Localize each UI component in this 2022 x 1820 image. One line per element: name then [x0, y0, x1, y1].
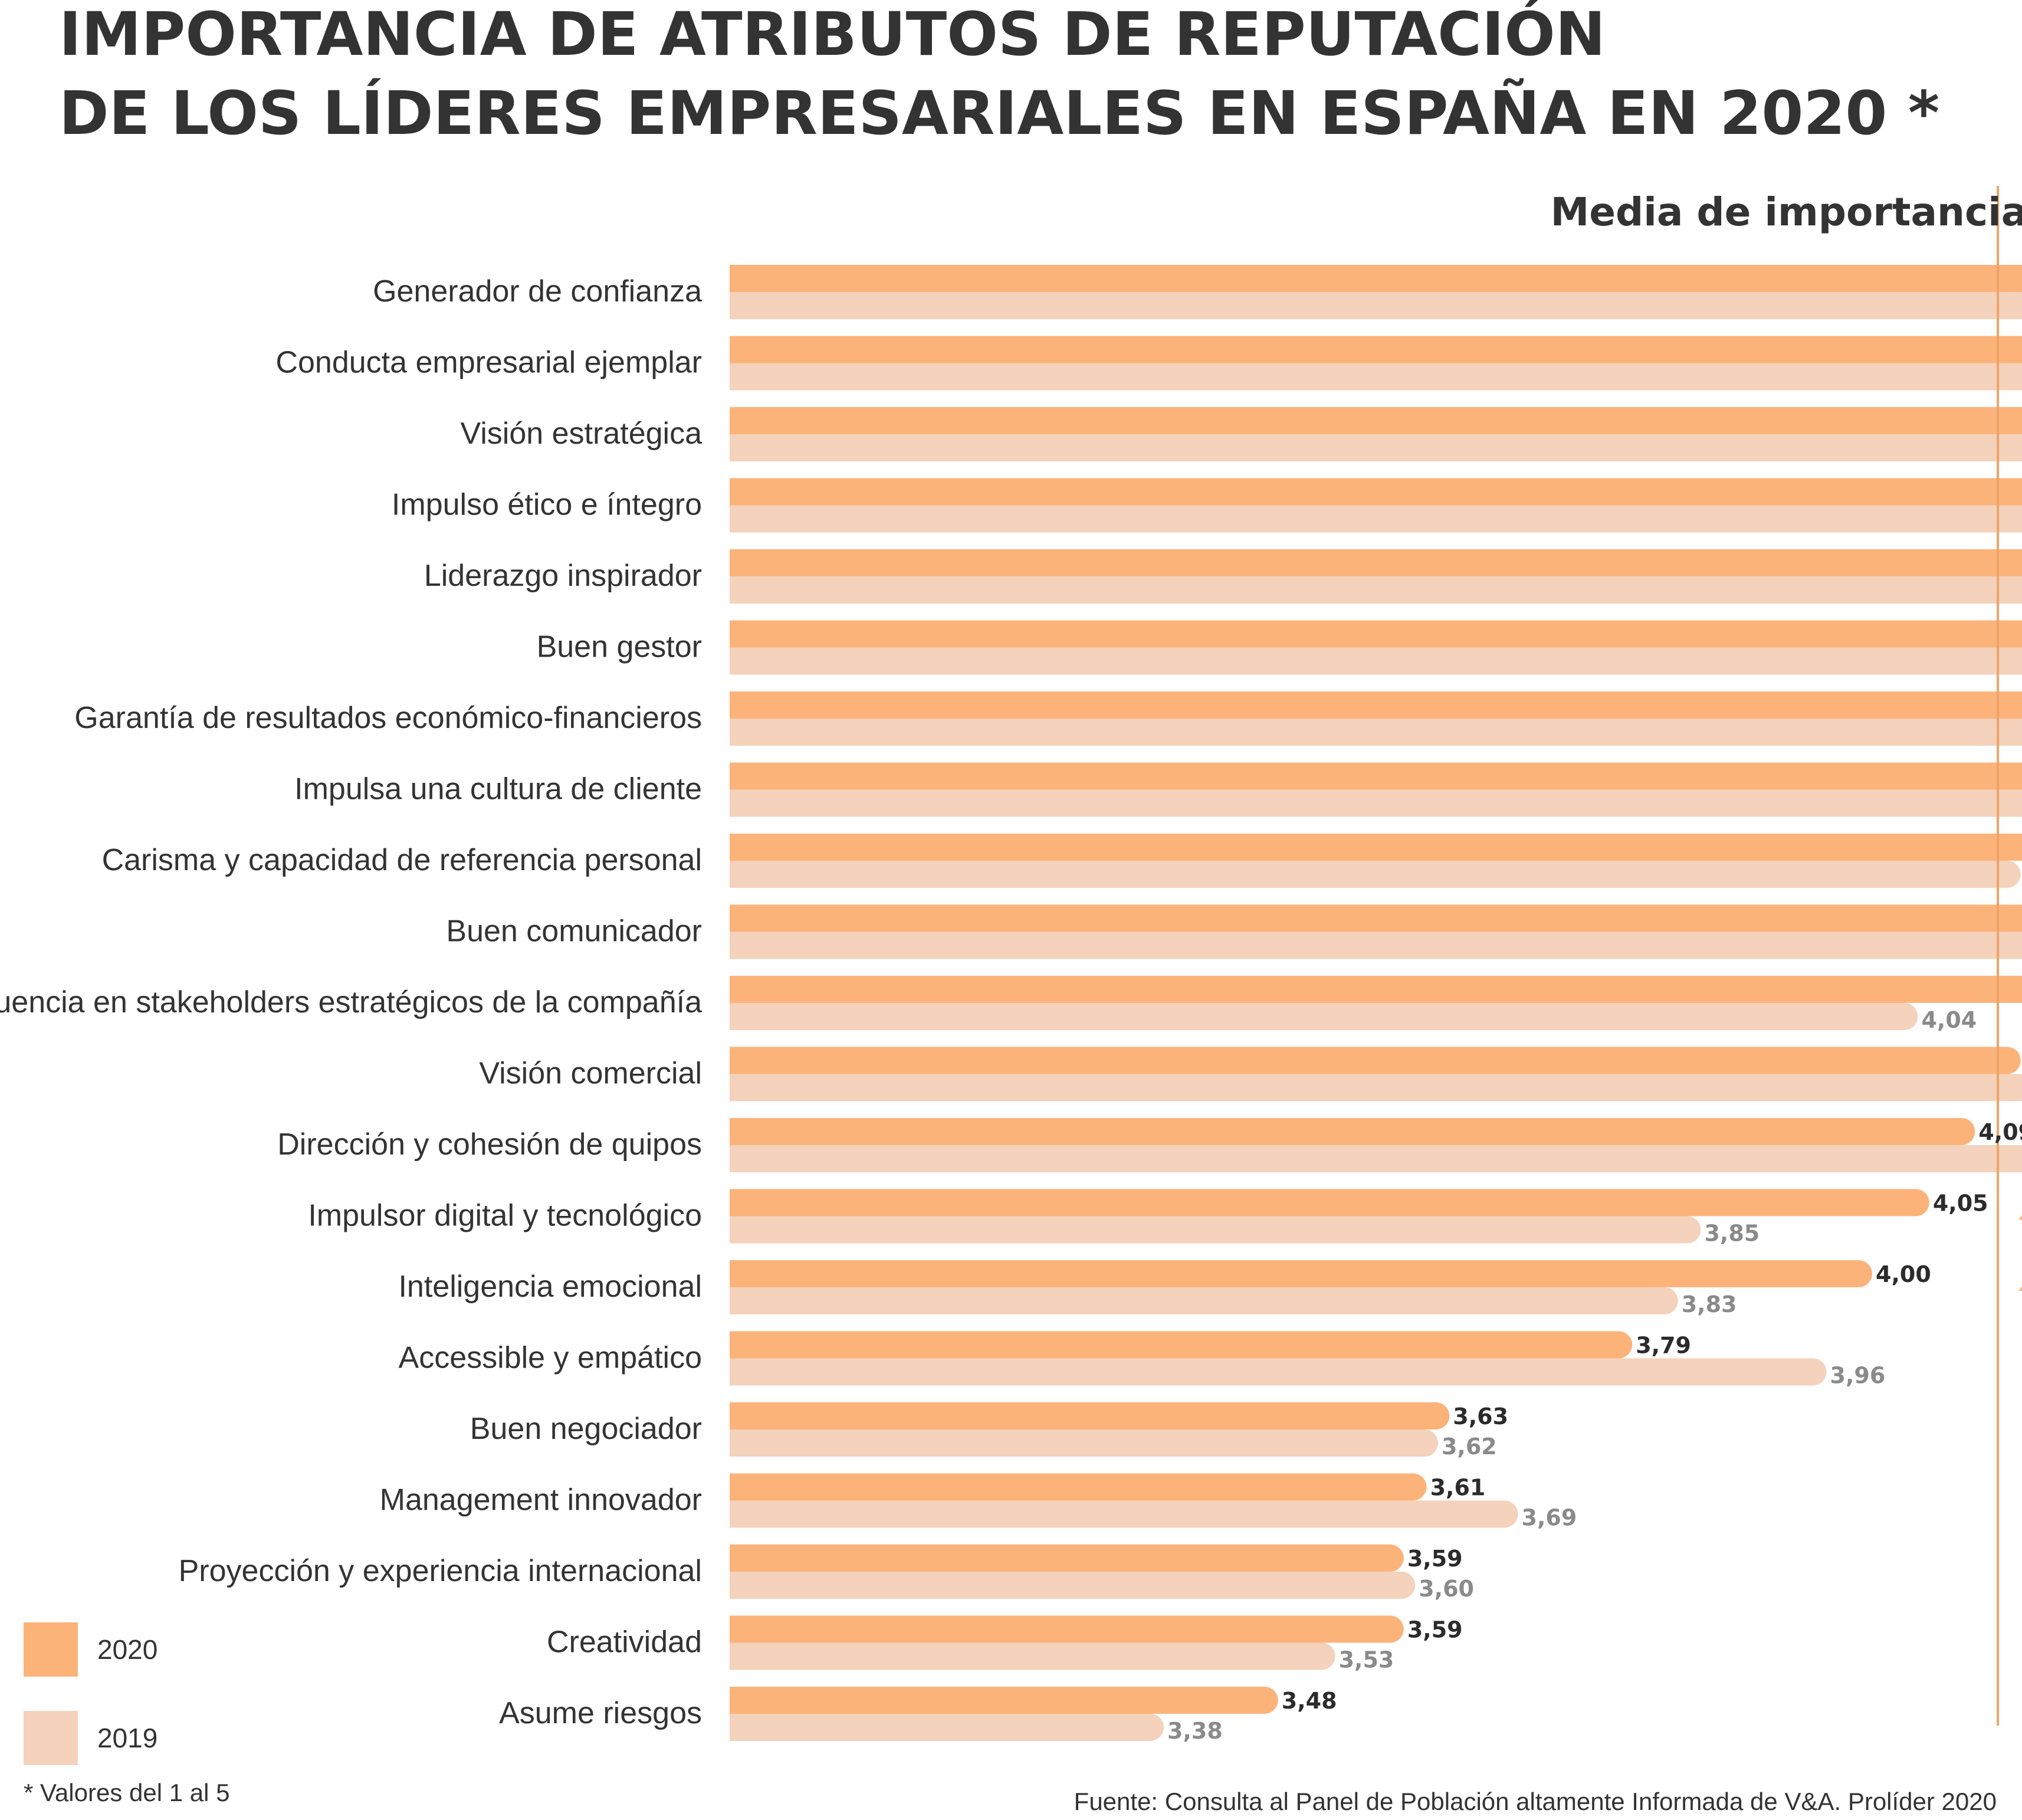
bar-2019-18 [730, 1500, 1518, 1528]
category-label-11: Influencia en stakeholders estratégicos … [0, 985, 702, 1019]
value-2020-15: 4,00 [1876, 1261, 1931, 1287]
value-2020-19: 3,59 [1407, 1546, 1463, 1572]
bar-2020-3 [730, 407, 2022, 434]
bar-2019-20 [730, 1642, 1335, 1670]
value-2019-15: 3,83 [1682, 1291, 1737, 1317]
category-label-18: Management innovador [380, 1483, 702, 1517]
category-label-5: Liderazgo inspirador [424, 559, 702, 593]
value-2020-17: 3,63 [1453, 1403, 1508, 1429]
legend-label-2020: 2020 [97, 1634, 157, 1665]
bar-2019-1 [730, 292, 2022, 319]
category-label-6: Buen gestor [537, 630, 702, 664]
bar-2019-3 [730, 434, 2022, 461]
value-2019-18: 3,69 [1522, 1505, 1577, 1531]
bar-2019-2 [730, 363, 2022, 391]
value-2019-16: 3,96 [1830, 1363, 1886, 1389]
bar-2020-10 [730, 904, 2022, 932]
category-label-4: Impulso ético e íntegro [392, 488, 702, 522]
bar-2020-20 [730, 1615, 1404, 1643]
bar-2020-15 [730, 1260, 1872, 1287]
labels-layer: Generador de confianza4,664,50Conducta e… [0, 274, 2022, 1744]
category-label-13: Dirección y cohesión de quipos [277, 1127, 702, 1162]
value-2019-17: 3,62 [1442, 1434, 1497, 1460]
category-label-14: Impulsor digital y tecnológico [308, 1199, 702, 1233]
category-label-10: Buen comunicador [446, 914, 702, 949]
value-2019-21: 3,38 [1167, 1718, 1223, 1744]
bar-2020-6 [730, 620, 2022, 648]
category-label-20: Creatividad [547, 1625, 702, 1660]
bar-2020-11 [730, 976, 2022, 1003]
bar-2019-17 [730, 1429, 1438, 1457]
value-2020-14: 4,05 [1933, 1191, 1988, 1216]
value-2020-16: 3,79 [1636, 1333, 1691, 1359]
value-2020-18: 3,61 [1430, 1475, 1486, 1501]
bar-2020-13 [730, 1118, 1975, 1145]
category-label-12: Visión comercial [479, 1057, 702, 1091]
highlight-triangle-15 [2018, 1286, 2022, 1291]
chart-title-line-1: IMPORTANCIA DE ATRIBUTOS DE REPUTACIÓN [59, 0, 1606, 70]
category-label-3: Visión estratégica [461, 417, 703, 451]
footnote: * Valores del 1 al 5 [24, 1779, 229, 1806]
bars-layer [730, 265, 2022, 1741]
highlight-triangle-14 [2018, 1215, 2022, 1220]
source-note: Fuente: Consulta al Panel de Población a… [1074, 1788, 1997, 1815]
bar-2019-8 [730, 789, 2022, 817]
mean-label: Media de importancia: 4,11 [1551, 189, 2022, 235]
bar-2019-13 [730, 1145, 2022, 1172]
bar-2020-12 [730, 1047, 2021, 1074]
bar-2019-12 [730, 1074, 2022, 1101]
bar-2019-11 [730, 1003, 1918, 1030]
bar-2020-4 [730, 478, 2022, 506]
bar-2019-6 [730, 647, 2022, 675]
chart-title-line-2: DE LOS LÍDERES EMPRESARIALES EN ESPAÑA E… [59, 78, 1940, 149]
value-2019-11: 4,04 [1921, 1007, 1977, 1033]
category-label-19: Proyección y experiencia internacional [179, 1554, 702, 1588]
bar-2020-9 [730, 834, 2022, 861]
value-2019-20: 3,53 [1339, 1647, 1394, 1673]
bar-2020-17 [730, 1402, 1450, 1429]
bar-2019-4 [730, 505, 2022, 533]
category-label-17: Buen negociador [470, 1412, 702, 1446]
value-2019-19: 3,60 [1419, 1576, 1474, 1602]
bar-2019-5 [730, 576, 2022, 604]
bar-2020-18 [730, 1473, 1427, 1501]
value-2020-21: 3,48 [1282, 1688, 1337, 1714]
bar-2020-8 [730, 762, 2022, 790]
bar-2020-5 [730, 549, 2022, 576]
legend-label-2019: 2019 [97, 1723, 157, 1753]
category-label-15: Inteligencia emocional [398, 1270, 702, 1304]
bar-2020-7 [730, 691, 2022, 719]
bar-2019-21 [730, 1714, 1164, 1741]
bar-2019-14 [730, 1216, 1701, 1244]
bar-2019-7 [730, 719, 2022, 746]
category-label-8: Impulsa una cultura de cliente [294, 772, 702, 806]
bar-2019-16 [730, 1358, 1827, 1386]
bar-2020-2 [730, 336, 2022, 363]
category-label-9: Carisma y capacidad de referencia person… [102, 843, 702, 877]
value-2020-13: 4,09 [1978, 1119, 2022, 1145]
bar-2020-14 [730, 1189, 1929, 1216]
bar-2019-10 [730, 932, 2022, 959]
bar-2019-9 [730, 861, 2021, 888]
category-label-2: Conducta empresarial ejemplar [275, 346, 702, 380]
category-label-7: Garantía de resultados económico-financi… [74, 701, 702, 735]
value-2019-14: 3,85 [1704, 1221, 1760, 1247]
bar-2020-1 [730, 265, 2022, 292]
value-2020-20: 3,59 [1407, 1617, 1463, 1643]
bar-2020-19 [730, 1544, 1404, 1572]
category-label-1: Generador de confianza [373, 274, 702, 309]
bar-2020-21 [730, 1687, 1278, 1714]
bar-2020-16 [730, 1331, 1633, 1359]
category-label-16: Accessible y empático [399, 1341, 702, 1375]
category-label-21: Asume riesgos [499, 1696, 702, 1730]
legend-swatch-2020 [24, 1622, 78, 1677]
bar-2019-15 [730, 1287, 1678, 1314]
legend-swatch-2019 [24, 1711, 78, 1765]
bar-2019-19 [730, 1572, 1416, 1599]
